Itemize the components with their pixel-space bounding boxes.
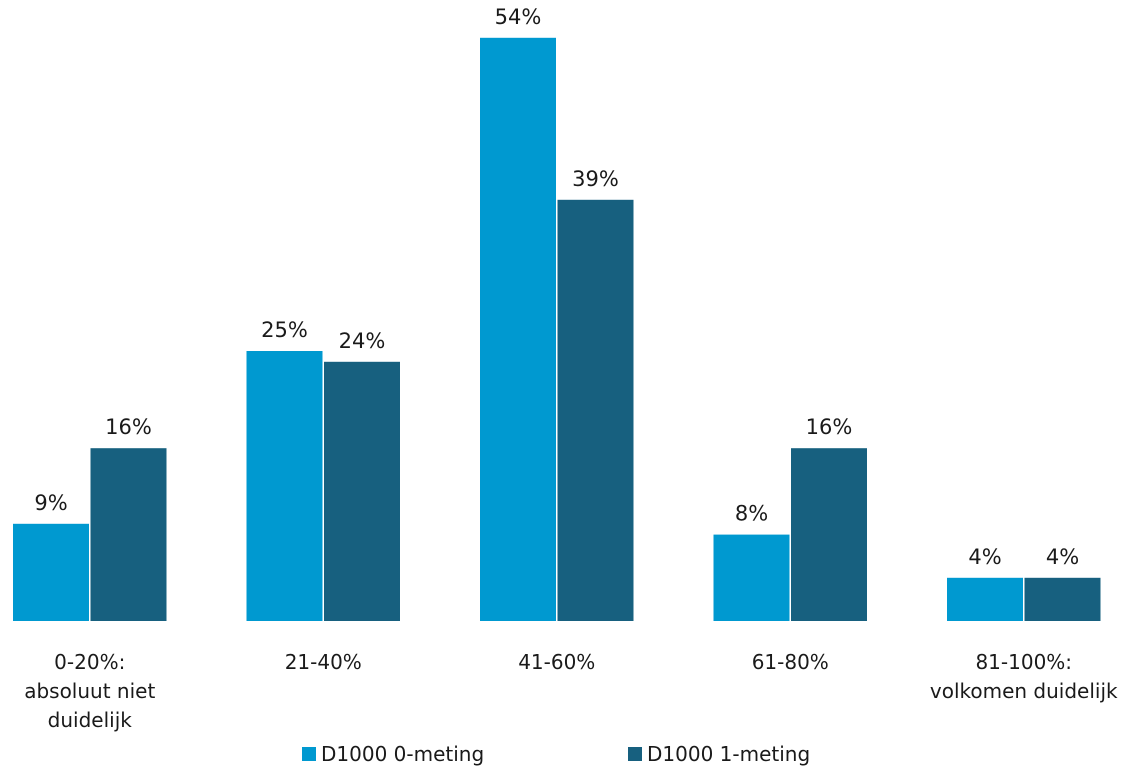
bar-series-1-cat-3 bbox=[480, 37, 556, 622]
bar-series-1-cat-2 bbox=[246, 351, 323, 621]
bar-series-2-cat-1 bbox=[90, 448, 167, 621]
bar-series-1-cat-4 bbox=[713, 534, 790, 621]
data-label-series-1-cat-4: 8% bbox=[735, 502, 768, 526]
category-label-4: 61-80% bbox=[752, 650, 829, 674]
category-label-1-line-3: duidelijk bbox=[48, 708, 133, 732]
legend-label-1: D1000 0-meting bbox=[321, 742, 484, 766]
category-label-5: 81-100%: volkomen duidelijk bbox=[930, 650, 1118, 703]
bar-series-2-cat-2 bbox=[324, 361, 400, 621]
legend-swatch-2 bbox=[628, 747, 642, 761]
category-label-3: 41-60% bbox=[518, 650, 595, 674]
value-labels-group: 9% 16% 25% 24% 54% 39% 8% 16% 4% 4% bbox=[34, 5, 1079, 569]
data-label-series-2-cat-5: 4% bbox=[1046, 545, 1079, 569]
legend-swatch-1 bbox=[302, 747, 316, 761]
category-labels-group: 0-20%: absoluut niet duidelijk 21-40% 41-60%… bbox=[24, 650, 1118, 732]
category-label-1: 0-20%: absoluut niet duidelijk bbox=[24, 650, 155, 732]
category-label-4-line-1: 61-80% bbox=[752, 650, 829, 674]
data-label-series-2-cat-4: 16% bbox=[806, 415, 853, 439]
bar-series-1-cat-1 bbox=[13, 523, 89, 621]
category-label-2: 21-40% bbox=[285, 650, 362, 674]
data-label-series-1-cat-1: 9% bbox=[34, 491, 67, 515]
category-label-1-line-2: absoluut niet bbox=[24, 679, 155, 703]
category-label-3-line-1: 41-60% bbox=[518, 650, 595, 674]
legend-label-2: D1000 1-meting bbox=[647, 742, 810, 766]
data-label-series-2-cat-2: 24% bbox=[339, 329, 386, 353]
bar-series-2-cat-4 bbox=[791, 448, 867, 621]
bar-series-1-cat-5 bbox=[947, 577, 1023, 621]
data-label-series-2-cat-1: 16% bbox=[105, 415, 152, 439]
category-label-1-line-1: 0-20%: bbox=[54, 650, 125, 674]
bar-series-2-cat-5 bbox=[1024, 577, 1101, 621]
legend: D1000 0-meting D1000 1-meting bbox=[302, 742, 810, 766]
category-label-5-line-2: volkomen duidelijk bbox=[930, 679, 1118, 703]
bars-group bbox=[13, 37, 1101, 622]
category-label-5-line-1: 81-100%: bbox=[975, 650, 1072, 674]
category-label-2-line-1: 21-40% bbox=[285, 650, 362, 674]
data-label-series-1-cat-2: 25% bbox=[261, 318, 308, 342]
data-label-series-2-cat-3: 39% bbox=[572, 167, 619, 191]
data-label-series-1-cat-5: 4% bbox=[968, 545, 1001, 569]
bar-series-2-cat-3 bbox=[557, 199, 634, 622]
data-label-series-1-cat-3: 54% bbox=[495, 5, 542, 29]
